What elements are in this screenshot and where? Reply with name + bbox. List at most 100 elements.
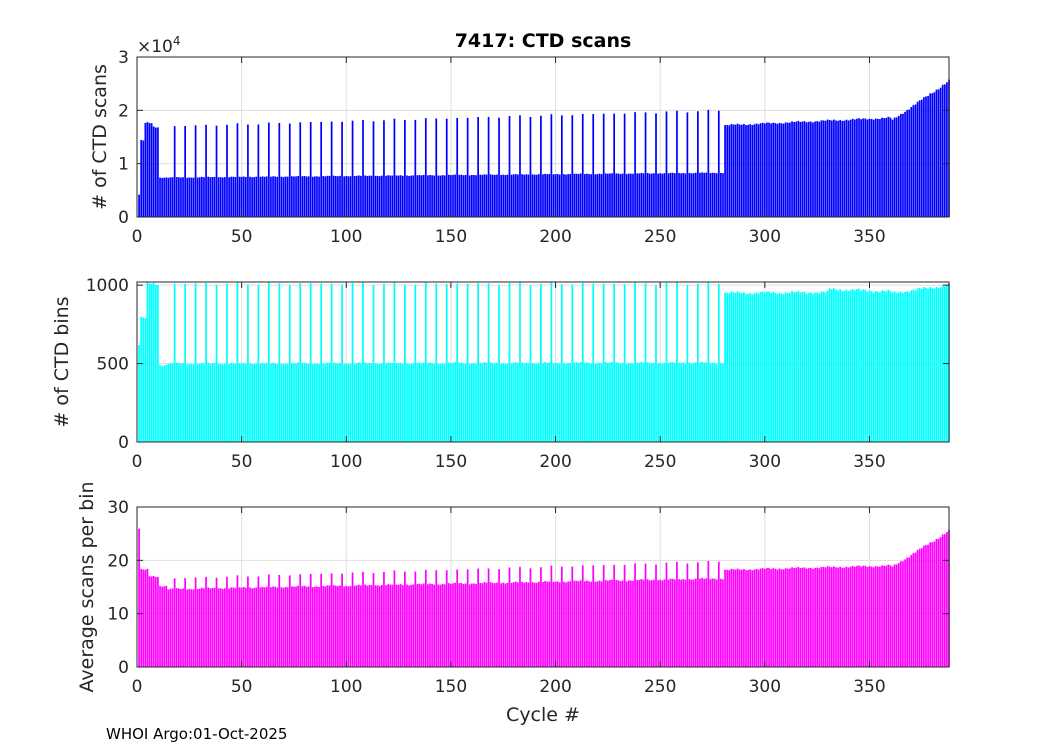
bar-mark [889,290,892,442]
bar-mark [305,586,308,667]
bar-mark [230,176,233,217]
bar-mark [657,580,659,667]
bar-mark [847,567,850,667]
bar-mark [567,174,569,217]
bar-mark [586,580,588,667]
footer-credit: WHOI Argo:01-Oct-2025 [106,725,288,743]
bar-mark [946,82,948,218]
bar-mark [366,585,369,667]
bar-mark [927,95,929,217]
bar-mark [895,292,898,442]
bar-mark [284,176,287,217]
bar-mark [293,586,295,667]
bar-mark [159,365,161,442]
bar-mark [690,363,693,442]
axes-bins: 0 50 100 150 200 250 300 350 0 500 1000 # of CTD b… [51,276,950,472]
bar-mark [301,176,304,217]
bar-mark [192,364,195,442]
bar-mark [569,581,572,667]
bar-mark [399,362,402,442]
bar-mark [529,285,532,442]
bar-mark [638,579,641,667]
bar-mark [443,175,446,217]
bar-mark [531,174,534,217]
bar-mark [376,363,379,442]
bar-mark [776,569,779,667]
bar-mark [209,177,212,217]
bar-mark [766,567,768,667]
bar-mark [724,292,726,442]
bar-mark [521,581,523,667]
bar-mark [678,173,680,217]
bar-mark [203,177,205,217]
bar-mark [686,112,689,217]
bar-mark [740,124,743,217]
bar-mark [835,120,837,217]
bar-mark [263,176,266,217]
bar-mark [278,574,281,667]
bar-mark [489,582,492,667]
bar-mark [835,567,837,667]
bar-mark [190,589,193,667]
bar-mark [795,121,798,217]
bar-mark [385,175,387,217]
bar-mark [889,565,892,667]
bar-mark [874,566,877,667]
bar-mark [709,579,712,667]
bar-mark [460,582,463,667]
bar-mark [711,578,714,667]
bar-mark [355,175,358,217]
bar-mark [295,363,297,442]
bar-mark [441,363,444,442]
bar-mark [351,282,354,442]
bar-mark [810,567,812,667]
bar-mark [219,363,222,442]
bar-mark [203,588,205,667]
bar-mark [326,175,329,217]
bar-mark [270,176,272,217]
x-tick-label: 250 [644,677,676,697]
bar-mark [506,363,509,442]
bar-mark [630,580,632,667]
bar-mark [657,363,659,442]
y-tick-label: 0 [118,658,129,678]
bar-mark [929,93,932,217]
bar-mark [577,362,580,442]
bar-mark [531,363,534,442]
bar-mark [826,566,829,667]
x-tick-label: 300 [749,452,781,472]
bar-mark [175,177,178,217]
bar-mark [144,569,147,667]
bar-mark [535,582,538,667]
bar-mark [169,177,172,217]
bar-mark [265,176,268,217]
bar-mark [920,99,923,217]
bar-mark [671,172,674,217]
bar-mark [460,362,463,442]
bar-mark [184,283,186,442]
bar-mark [454,174,456,217]
bar-mark [726,569,729,667]
bar-mark [569,174,572,217]
bar-mark [722,363,724,442]
bar-mark [259,587,262,667]
bar-mark [619,581,622,667]
bar-mark [636,579,639,667]
bar-mark [146,122,149,217]
bar-mark [140,139,143,217]
bar-mark [364,584,366,667]
bar-mark [860,566,862,667]
bar-mark [410,175,413,217]
bar-mark [517,363,519,442]
bar-mark [345,585,348,667]
bar-mark [142,140,145,217]
bar-mark [784,292,787,442]
bar-mark [644,112,647,217]
y-tick-label: 0 [118,208,129,228]
bar-mark [337,363,339,442]
bar-mark [789,292,791,442]
bar-mark [843,290,846,442]
bar-mark [190,364,193,442]
bar-mark [466,283,469,442]
bar-mark [445,284,448,442]
